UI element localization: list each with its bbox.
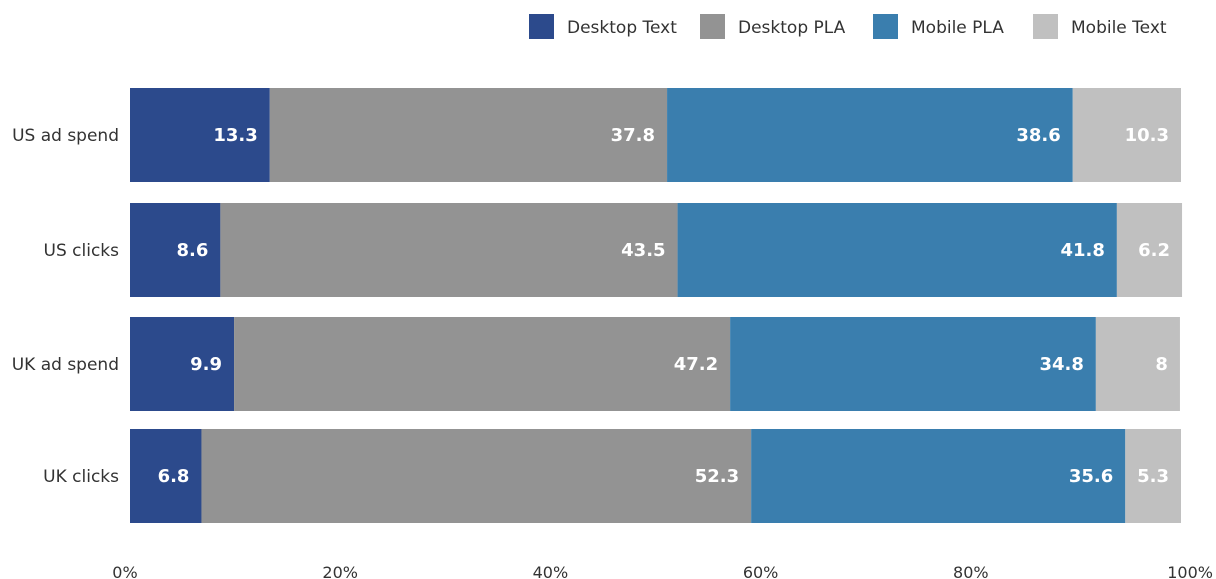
data-label-uk-clicks-mobile-pla: 35.6 [1069, 466, 1113, 487]
data-label-us-ad-spend-desktop-pla: 37.8 [611, 125, 655, 146]
bar-segment-uk-clicks-desktop-text [130, 429, 202, 523]
x-tick-label-2: 40% [533, 563, 569, 579]
value-axis: 0% 20% 40% 60% 80% 100% [112, 563, 1213, 579]
bar-segment-uk-clicks-mobile-pla [751, 429, 1126, 523]
bar-segment-us-clicks-desktop-text [130, 203, 221, 297]
data-label-uk-clicks-mobile-text: 5.3 [1137, 466, 1169, 487]
bar-row-us-clicks: 8.6 43.5 41.8 6.2 [130, 203, 1183, 297]
legend-item-mobile-text: Mobile Text [1033, 14, 1167, 39]
legend-label-desktop-text: Desktop Text [567, 18, 677, 38]
legend-item-desktop-pla: Desktop PLA [700, 14, 846, 39]
category-label-uk-clicks: UK clicks [43, 467, 119, 487]
legend-label-desktop-pla: Desktop PLA [738, 18, 846, 38]
x-tick-label-4: 80% [953, 563, 989, 579]
data-label-uk-ad-spend-desktop-text: 9.9 [190, 354, 222, 375]
chart-legend: Desktop Text Desktop PLA Mobile PLA Mobile … [529, 14, 1167, 39]
bar-segment-us-clicks-mobile-text [1116, 203, 1183, 297]
bar-segment-us-clicks-desktop-pla [220, 203, 678, 297]
data-label-us-ad-spend-mobile-pla: 38.6 [1016, 125, 1060, 146]
x-tick-label-1: 20% [322, 563, 358, 579]
data-label-us-clicks-mobile-pla: 41.8 [1060, 240, 1104, 261]
legend-swatch-desktop-text [529, 14, 554, 39]
bar-segment-us-ad-spend-mobile-pla [667, 88, 1073, 182]
x-tick-label-3: 60% [743, 563, 779, 579]
bar-segment-uk-clicks-desktop-pla [201, 429, 752, 523]
data-label-us-ad-spend-desktop-text: 13.3 [213, 125, 257, 146]
bar-row-uk-ad-spend: 9.9 47.2 34.8 8 [130, 317, 1180, 411]
bar-row-uk-clicks: 6.8 52.3 35.6 5.3 [130, 429, 1181, 523]
x-tick-label-5: 100% [1167, 563, 1213, 579]
legend-swatch-mobile-pla [873, 14, 898, 39]
data-label-uk-ad-spend-desktop-pla: 47.2 [674, 354, 718, 375]
data-label-us-ad-spend-mobile-text: 10.3 [1125, 125, 1169, 146]
data-label-us-clicks-mobile-text: 6.2 [1138, 240, 1170, 261]
bar-row-us-ad-spend: 13.3 37.8 38.6 10.3 [130, 88, 1181, 182]
bar-segment-uk-ad-spend-mobile-pla [730, 317, 1096, 411]
bar-segment-uk-ad-spend-mobile-text [1095, 317, 1180, 411]
x-tick-label-0: 0% [112, 563, 137, 579]
legend-item-mobile-pla: Mobile PLA [873, 14, 1004, 39]
data-label-us-clicks-desktop-pla: 43.5 [621, 240, 665, 261]
legend-label-mobile-text: Mobile Text [1071, 18, 1167, 38]
legend-swatch-mobile-text [1033, 14, 1058, 39]
bar-segment-us-ad-spend-desktop-text [130, 88, 270, 182]
data-label-uk-ad-spend-mobile-pla: 34.8 [1039, 354, 1083, 375]
bar-segment-uk-clicks-mobile-text [1125, 429, 1181, 523]
bar-segment-us-ad-spend-mobile-text [1072, 88, 1181, 182]
legend-label-mobile-pla: Mobile PLA [911, 18, 1004, 38]
category-label-uk-ad-spend: UK ad spend [12, 355, 119, 375]
plot-area: 13.3 37.8 38.6 10.3 8.6 43.5 41.8 6.2 9.9 47.2 34.… [130, 88, 1183, 523]
bar-segment-uk-ad-spend-desktop-pla [234, 317, 731, 411]
bar-segment-us-clicks-mobile-pla [677, 203, 1117, 297]
category-label-us-clicks: US clicks [44, 241, 120, 261]
data-label-uk-clicks-desktop-text: 6.8 [158, 466, 190, 487]
data-label-uk-clicks-desktop-pla: 52.3 [695, 466, 739, 487]
legend-swatch-desktop-pla [700, 14, 725, 39]
data-label-uk-ad-spend-mobile-text: 8 [1155, 354, 1168, 375]
bar-segment-us-ad-spend-desktop-pla [269, 88, 668, 182]
data-label-us-clicks-desktop-text: 8.6 [176, 240, 208, 261]
category-axis: US ad spend US clicks UK ad spend UK clicks [12, 126, 119, 487]
category-label-us-ad-spend: US ad spend [12, 126, 119, 146]
bar-segment-uk-ad-spend-desktop-text [130, 317, 235, 411]
legend-item-desktop-text: Desktop Text [529, 14, 677, 39]
